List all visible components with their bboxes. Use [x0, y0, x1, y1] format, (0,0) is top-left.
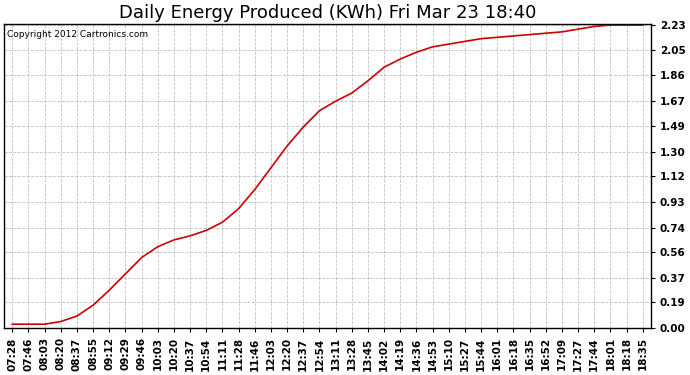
- Title: Daily Energy Produced (KWh) Fri Mar 23 18:40: Daily Energy Produced (KWh) Fri Mar 23 1…: [119, 4, 536, 22]
- Text: Copyright 2012 Cartronics.com: Copyright 2012 Cartronics.com: [8, 30, 148, 39]
